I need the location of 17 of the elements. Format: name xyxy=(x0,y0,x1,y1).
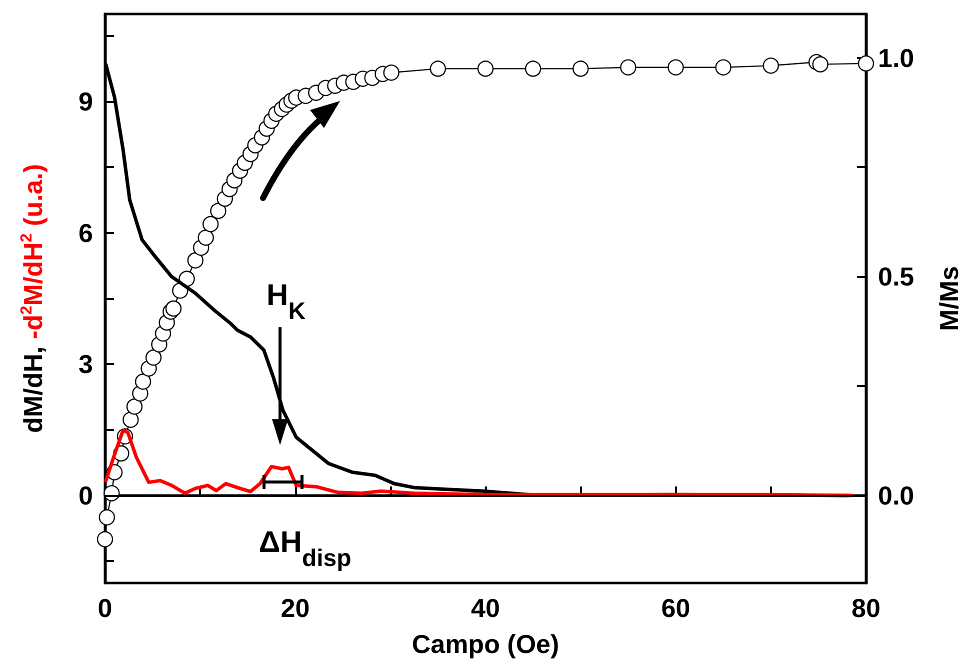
x-tick-label: 40 xyxy=(471,593,500,623)
y2-axis-title: M/Ms xyxy=(934,266,964,331)
x-tick-label: 60 xyxy=(661,593,690,623)
x-tick-label: 0 xyxy=(98,593,112,623)
y2-tick-label: 0.0 xyxy=(878,480,914,510)
x-axis-title: Campo (Oe) xyxy=(412,629,560,659)
y-tick-label: 3 xyxy=(78,349,93,380)
y2-tick-label: 1.0 xyxy=(878,42,914,73)
y2-tick-label: 0.5 xyxy=(878,262,914,292)
x-tick-label: 20 xyxy=(280,593,310,623)
x-tick-label: 80 xyxy=(852,593,880,623)
annotation: ΔH$_{disp}$ xyxy=(258,526,352,572)
annotation: H$_{K}$ xyxy=(266,279,306,325)
y-tick-label: 0 xyxy=(78,480,93,510)
y-tick-label: 9 xyxy=(78,86,93,117)
y-axis-title: dM/dH, -d2M/dH2 (u.a.) xyxy=(18,164,48,434)
y-tick-label: 6 xyxy=(78,218,93,248)
